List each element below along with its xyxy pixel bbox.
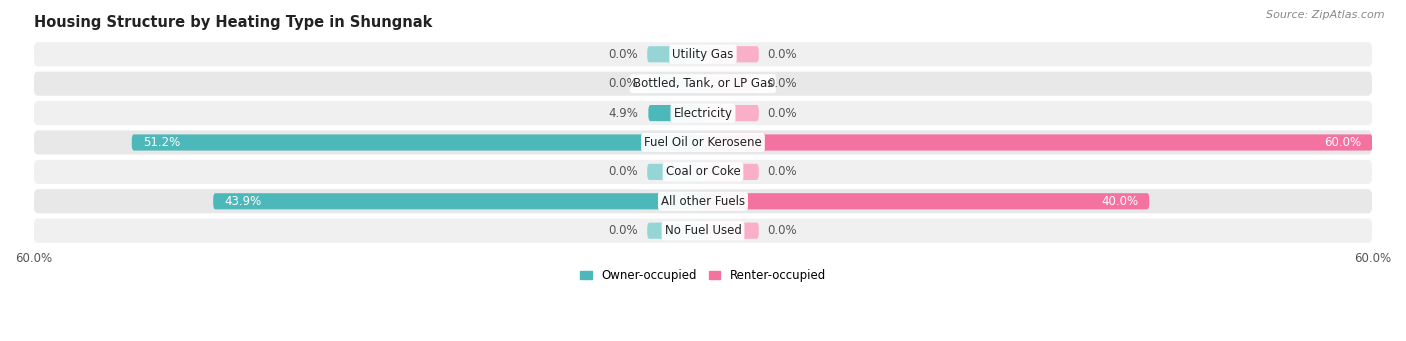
Text: 0.0%: 0.0%	[768, 224, 797, 237]
Text: 43.9%: 43.9%	[225, 195, 262, 208]
Text: 0.0%: 0.0%	[768, 48, 797, 61]
Text: 60.0%: 60.0%	[1324, 136, 1361, 149]
FancyBboxPatch shape	[34, 101, 1372, 125]
FancyBboxPatch shape	[34, 219, 1372, 243]
Text: 0.0%: 0.0%	[609, 77, 638, 90]
FancyBboxPatch shape	[703, 164, 759, 180]
FancyBboxPatch shape	[703, 105, 759, 121]
FancyBboxPatch shape	[703, 193, 1149, 209]
Text: Coal or Coke: Coal or Coke	[665, 165, 741, 178]
Text: Utility Gas: Utility Gas	[672, 48, 734, 61]
Text: 0.0%: 0.0%	[768, 77, 797, 90]
Text: 0.0%: 0.0%	[768, 165, 797, 178]
FancyBboxPatch shape	[703, 76, 759, 92]
Text: 0.0%: 0.0%	[609, 224, 638, 237]
Text: 4.9%: 4.9%	[609, 107, 638, 120]
FancyBboxPatch shape	[703, 223, 759, 239]
Text: All other Fuels: All other Fuels	[661, 195, 745, 208]
FancyBboxPatch shape	[214, 193, 703, 209]
FancyBboxPatch shape	[647, 164, 703, 180]
Text: 0.0%: 0.0%	[768, 107, 797, 120]
FancyBboxPatch shape	[647, 76, 703, 92]
FancyBboxPatch shape	[34, 42, 1372, 66]
FancyBboxPatch shape	[647, 46, 703, 62]
Text: 0.0%: 0.0%	[609, 48, 638, 61]
Text: Housing Structure by Heating Type in Shungnak: Housing Structure by Heating Type in Shu…	[34, 15, 432, 30]
FancyBboxPatch shape	[34, 130, 1372, 154]
Text: 51.2%: 51.2%	[143, 136, 180, 149]
FancyBboxPatch shape	[34, 189, 1372, 213]
FancyBboxPatch shape	[34, 160, 1372, 184]
FancyBboxPatch shape	[132, 134, 703, 151]
FancyBboxPatch shape	[647, 223, 703, 239]
FancyBboxPatch shape	[648, 105, 703, 121]
FancyBboxPatch shape	[34, 72, 1372, 96]
FancyBboxPatch shape	[703, 134, 1372, 151]
Legend: Owner-occupied, Renter-occupied: Owner-occupied, Renter-occupied	[575, 264, 831, 287]
Text: Source: ZipAtlas.com: Source: ZipAtlas.com	[1267, 10, 1385, 20]
Text: Fuel Oil or Kerosene: Fuel Oil or Kerosene	[644, 136, 762, 149]
Text: 0.0%: 0.0%	[609, 165, 638, 178]
FancyBboxPatch shape	[703, 46, 759, 62]
Text: 40.0%: 40.0%	[1101, 195, 1137, 208]
Text: No Fuel Used: No Fuel Used	[665, 224, 741, 237]
Text: Electricity: Electricity	[673, 107, 733, 120]
Text: Bottled, Tank, or LP Gas: Bottled, Tank, or LP Gas	[633, 77, 773, 90]
